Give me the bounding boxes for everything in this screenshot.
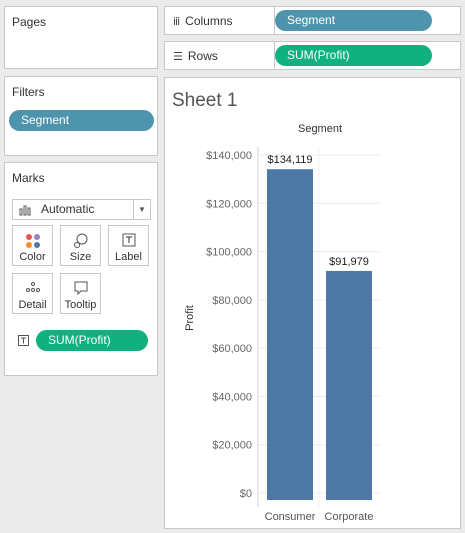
x-category-label: Corporate [325,511,374,523]
label-button-label: Label [115,251,142,263]
columns-pill-segment[interactable]: Segment [275,10,432,31]
filters-card[interactable]: Filters Segment [4,76,158,156]
shelf-divider [274,42,275,69]
columns-shelf-label: Columns [185,14,233,28]
x-category-label: Consumer [265,511,316,523]
label-button[interactable]: Label [108,225,149,266]
size-button-label: Size [69,251,92,263]
rows-shelf-label-group: ☰ Rows [173,49,218,63]
detail-button-label: Detail [18,299,47,311]
tooltip-button[interactable]: Tooltip [60,273,101,314]
y-tick-label: $20,000 [212,440,252,452]
bar-value-label: $134,119 [267,154,312,166]
size-icon [61,231,100,251]
y-tick-label: $80,000 [212,295,252,307]
text-label-icon [109,231,148,251]
y-tick-label: $60,000 [212,343,252,355]
y-tick-label: $100,000 [206,247,252,259]
detail-button[interactable]: Detail [12,273,53,314]
rows-icon: ☰ [173,49,183,63]
shelf-divider [274,7,275,34]
bar-consumer[interactable] [267,169,313,500]
bar-chart[interactable]: Segment $0 $20,000 $40,000 $60,000 $80,000 $10… [165,78,460,528]
sheet-title: Sheet 1 [172,90,238,111]
tooltip-button-label: Tooltip [64,299,97,311]
rows-shelf[interactable]: ☰ Rows SUM(Profit) [164,41,461,70]
view-canvas[interactable]: Sheet 1 Segment $0 $20,000 $40,000 $60,000 $8… [164,77,461,529]
filter-pill-segment[interactable]: Segment [9,110,154,131]
pages-card[interactable]: Pages [4,6,158,69]
mark-type-dropdown[interactable]: Automatic ▼ [12,199,151,220]
bar-corporate[interactable] [326,270,372,500]
pages-title: Pages [12,15,47,29]
y-tick-label: $0 [240,488,252,500]
color-dots-icon [13,231,52,251]
filters-title: Filters [12,85,45,99]
color-button-label: Color [19,251,46,263]
columns-icon: iii [173,14,180,28]
marks-card[interactable]: Marks Automatic ▼ Color [4,162,158,376]
bar-value-label: $91,979 [329,256,369,268]
columns-shelf-label-group: iii Columns [173,14,233,28]
y-tick-label: $140,000 [206,150,252,162]
bar-chart-icon [19,200,33,225]
y-axis-title: Profit [184,305,196,331]
rows-pill-profit[interactable]: SUM(Profit) [275,45,432,66]
y-tick-label: $40,000 [212,391,252,403]
marks-field-pill[interactable]: SUM(Profit) [36,330,148,351]
marks-title: Marks [12,171,45,185]
mark-type-value: Automatic [41,202,95,216]
size-button[interactable]: Size [60,225,101,266]
color-button[interactable]: Color [12,225,53,266]
rows-shelf-label: Rows [187,49,218,63]
text-label-icon [18,334,30,352]
y-tick-label: $120,000 [206,198,252,210]
chevron-down-icon[interactable]: ▼ [133,200,150,219]
tooltip-icon [61,279,100,299]
columns-shelf[interactable]: iii Columns Segment [164,6,461,35]
column-header-segment: Segment [298,123,342,135]
detail-dots-icon [13,279,52,299]
